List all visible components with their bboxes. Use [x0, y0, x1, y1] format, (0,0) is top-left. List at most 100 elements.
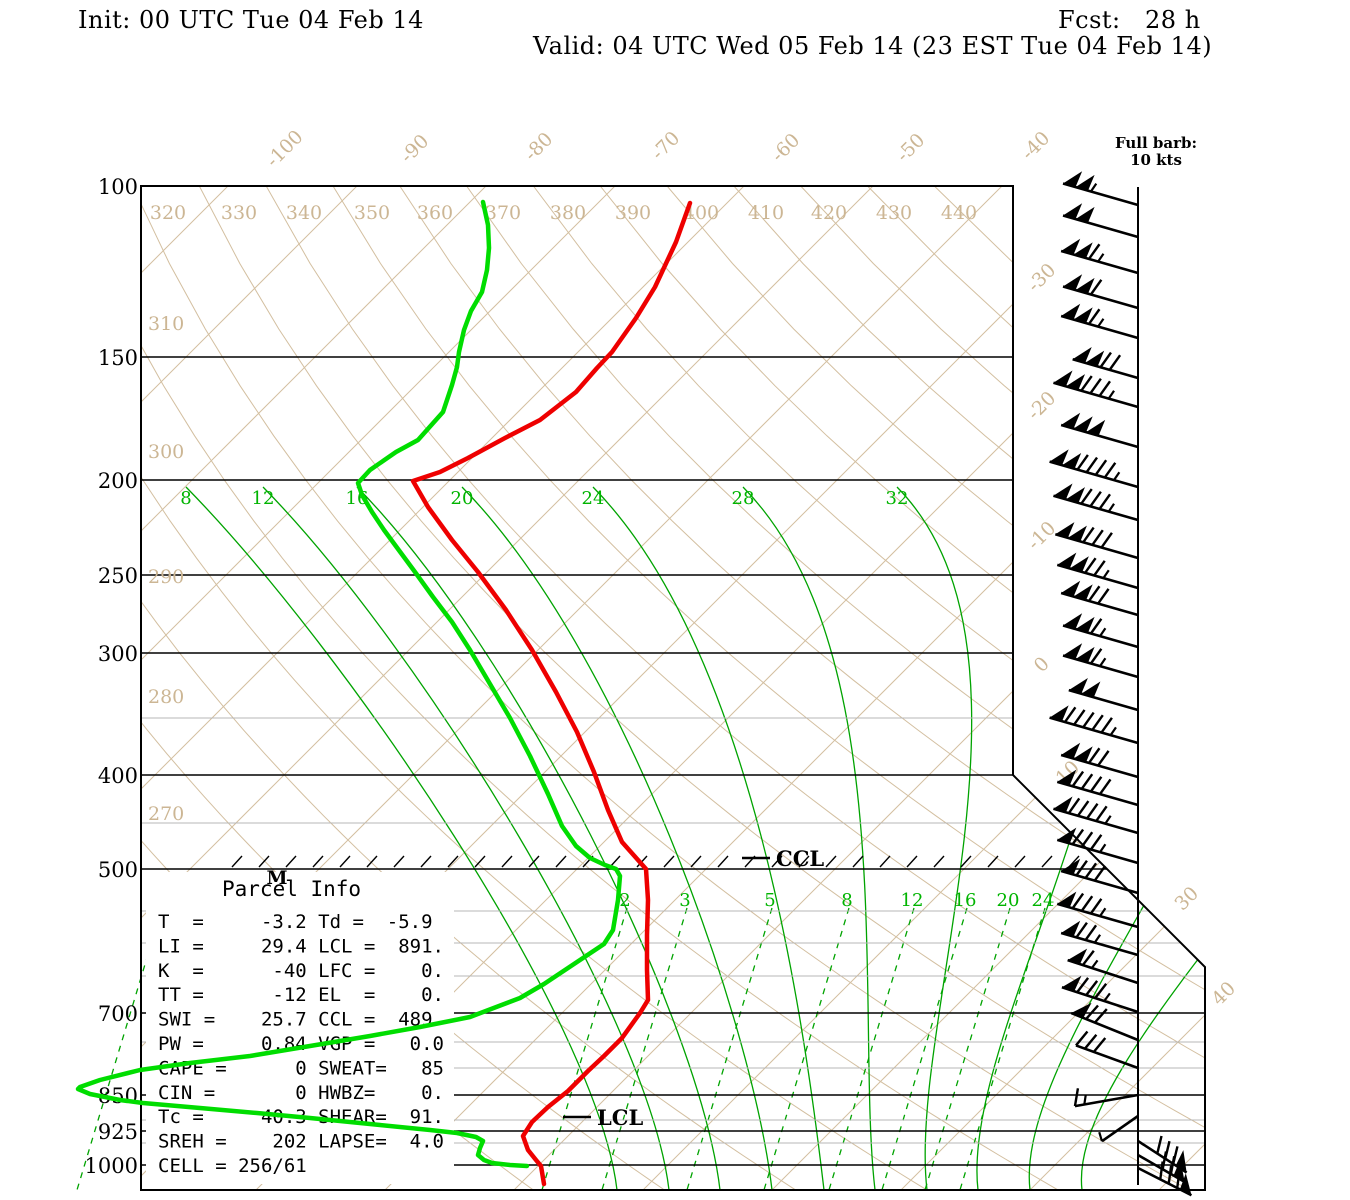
svg-text:420: 420 — [811, 202, 847, 224]
svg-text:400: 400 — [683, 202, 719, 224]
svg-text:SWI = 25.7 CCL = 489.: SWI = 25.7 CCL = 489. — [158, 1009, 444, 1031]
svg-text:700: 700 — [98, 1002, 138, 1026]
wind-barb — [1049, 705, 1139, 745]
svg-text:12: 12 — [252, 488, 275, 509]
svg-text:-70: -70 — [647, 127, 684, 164]
svg-text:16: 16 — [954, 890, 977, 911]
wind-barb — [1060, 238, 1139, 275]
svg-text:-30: -30 — [1023, 259, 1060, 296]
svg-text:320: 320 — [150, 202, 186, 224]
svg-text:250: 250 — [98, 564, 138, 588]
svg-text:LCL: LCL — [597, 1105, 643, 1130]
svg-text:2: 2 — [619, 890, 630, 911]
svg-text:340: 340 — [286, 202, 322, 224]
wind-barb — [1060, 580, 1139, 617]
svg-text:500: 500 — [98, 858, 138, 882]
svg-text:350: 350 — [354, 202, 390, 224]
svg-text:28: 28 — [732, 488, 755, 509]
svg-text:0: 0 — [1030, 653, 1054, 677]
wind-barb — [1067, 948, 1139, 985]
wind-barb — [1049, 449, 1139, 489]
svg-text:440: 440 — [941, 202, 977, 224]
svg-text:SREH = 202 LAPSE= 4.0: SREH = 202 LAPSE= 4.0 — [158, 1131, 444, 1153]
svg-text:TT = -12 EL = 0.: TT = -12 EL = 0. — [158, 984, 444, 1006]
wind-barb — [1053, 483, 1139, 522]
wind-barb — [1054, 522, 1139, 560]
dewpoint-curve — [75, 199, 623, 1169]
svg-text:370: 370 — [485, 202, 521, 224]
wind-barb — [1062, 171, 1139, 207]
svg-text:40: 40 — [1207, 977, 1240, 1010]
wind-barb — [1075, 1030, 1139, 1070]
wind-barb — [1073, 1088, 1139, 1108]
plot-border — [140, 185, 1206, 1191]
hatch-marks — [231, 855, 1080, 868]
svg-text:280: 280 — [148, 686, 184, 708]
wind-barb-legend: Full barb: 10 kts — [1096, 135, 1216, 169]
wind-barb — [1098, 1114, 1139, 1143]
svg-text:-100: -100 — [262, 126, 308, 172]
parcel-info: Parcel Info T = -3.2 Td = -5.9LI = 29.4 L… — [158, 877, 444, 1177]
svg-text:410: 410 — [748, 202, 784, 224]
svg-text:330: 330 — [221, 202, 257, 224]
svg-text:20: 20 — [997, 890, 1020, 911]
svg-text:12: 12 — [901, 890, 924, 911]
svg-text:360: 360 — [417, 202, 453, 224]
svg-text:8: 8 — [180, 488, 191, 509]
svg-text:20: 20 — [451, 488, 474, 509]
svg-text:390: 390 — [615, 202, 651, 224]
svg-text:32: 32 — [886, 488, 909, 509]
svg-text:CIN = 0 HWBZ= 0.: CIN = 0 HWBZ= 0. — [158, 1082, 444, 1104]
svg-text:100: 100 — [98, 175, 138, 199]
svg-text:200: 200 — [98, 469, 138, 493]
wind-barb — [1062, 613, 1139, 649]
svg-text:CAPE = 0 SWEAT= 85: CAPE = 0 SWEAT= 85 — [158, 1057, 444, 1079]
barb-legend-line1: Full barb: — [1114, 134, 1198, 152]
wind-barb — [1056, 552, 1139, 590]
wind-barb — [1060, 303, 1139, 340]
svg-text:CCL: CCL — [776, 846, 824, 871]
wind-barb — [1060, 920, 1139, 957]
svg-text:-50: -50 — [892, 129, 929, 166]
wind-barb — [1056, 827, 1139, 865]
wind-barb — [1056, 769, 1139, 807]
wind-barb — [1070, 1002, 1139, 1042]
svg-text:24: 24 — [582, 488, 605, 509]
svg-text:270: 270 — [148, 803, 184, 825]
wind-barb — [1060, 412, 1139, 449]
svg-text:PW = 0.84 VGP = 0.0: PW = 0.84 VGP = 0.0 — [158, 1033, 444, 1055]
wind-barb — [1056, 891, 1139, 929]
svg-text:290: 290 — [148, 566, 184, 588]
svg-text:-40: -40 — [1017, 127, 1054, 164]
svg-text:1000: 1000 — [85, 1154, 138, 1178]
pressure-gridlines — [141, 185, 1205, 1166]
svg-text:3: 3 — [679, 890, 690, 911]
wind-barb — [1053, 796, 1139, 835]
wind-barb — [1060, 858, 1139, 895]
level-annotations: M CCL LCL — [266, 846, 824, 1130]
svg-text:300: 300 — [148, 441, 184, 463]
wind-barb — [1068, 677, 1139, 712]
svg-text:Parcel Info: Parcel Info — [222, 877, 361, 901]
wind-barb — [1053, 370, 1139, 409]
svg-text:925: 925 — [98, 1120, 138, 1144]
svg-text:430: 430 — [876, 202, 912, 224]
svg-text:-80: -80 — [520, 128, 557, 165]
svg-text:LI = 29.4 LCL = 891.: LI = 29.4 LCL = 891. — [158, 935, 444, 957]
svg-text:CELL = 256/61: CELL = 256/61 — [158, 1155, 307, 1177]
svg-text:M: M — [266, 867, 287, 889]
wind-barb — [1060, 742, 1139, 779]
wind-barbs — [1049, 171, 1193, 1197]
svg-text:300: 300 — [98, 642, 138, 666]
svg-text:380: 380 — [550, 202, 586, 224]
svg-text:-20: -20 — [1023, 387, 1060, 424]
svg-text:5: 5 — [764, 890, 775, 911]
svg-text:-10: -10 — [1023, 517, 1060, 554]
svg-text:400: 400 — [98, 764, 138, 788]
svg-text:T = -3.2 Td = -5.9: T = -3.2 Td = -5.9 — [158, 911, 433, 933]
svg-text:24: 24 — [1032, 890, 1055, 911]
wind-barb — [1072, 347, 1139, 380]
svg-text:-60: -60 — [767, 129, 804, 166]
